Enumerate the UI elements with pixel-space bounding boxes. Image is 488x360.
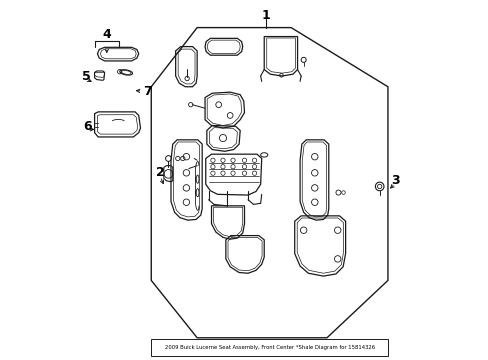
Text: 2: 2 (156, 166, 164, 179)
Text: 2009 Buick Lucerne Seat Assembly, Front Center *Shale Diagram for 15814326: 2009 Buick Lucerne Seat Assembly, Front … (164, 345, 374, 350)
Text: 6: 6 (83, 120, 92, 133)
Text: 1: 1 (261, 9, 270, 22)
Text: 7: 7 (143, 85, 152, 98)
Text: 4: 4 (102, 28, 111, 41)
Text: 5: 5 (81, 69, 90, 82)
Text: 3: 3 (390, 174, 399, 186)
